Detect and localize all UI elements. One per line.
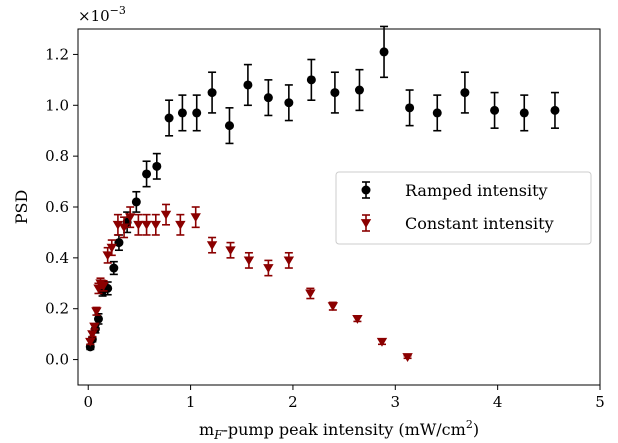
legend-item-constant: Constant intensity (360, 214, 554, 233)
data-point (118, 223, 130, 233)
data-point (164, 113, 174, 123)
y-tick-label: 0.8 (45, 147, 69, 165)
data-point (263, 93, 273, 103)
data-point (206, 241, 218, 251)
axis-ticks: 0 1 2 3 4 5 0.0 0.2 0.4 0.6 0.8 1.0 1.2 (45, 45, 605, 411)
data-point (160, 210, 172, 220)
data-point (112, 220, 124, 230)
legend-box (335, 171, 592, 245)
x-label-subscript: F (213, 428, 223, 442)
legend-marker-shape (360, 219, 372, 228)
data-point (141, 220, 152, 230)
data-point (175, 220, 186, 230)
data-point (93, 314, 103, 324)
data-point (354, 85, 364, 95)
y-axis-label: PSD (12, 190, 31, 225)
data-point (243, 256, 255, 266)
data-point (150, 220, 161, 230)
x-tick-label: 4 (493, 393, 503, 411)
y-tick-label: 1.0 (45, 96, 69, 114)
data-point (98, 281, 109, 291)
x-tick-label: 2 (288, 393, 298, 411)
y-tick-label: 0.0 (45, 351, 69, 369)
data-point (192, 108, 202, 118)
legend-label-ramped: Ramped intensity (405, 181, 548, 200)
legend-item-ramped: Ramped intensity (361, 181, 548, 200)
data-point (91, 307, 102, 317)
data-point (109, 263, 119, 273)
data-point (190, 213, 201, 223)
data-point (207, 88, 217, 98)
data-point (177, 108, 187, 118)
data-point (142, 169, 152, 179)
data-point (102, 251, 113, 261)
data-point (133, 220, 144, 230)
legend-marker-ramped (361, 181, 371, 199)
data-point (125, 213, 136, 223)
data-point (131, 197, 141, 207)
data-point (243, 80, 253, 90)
data-point (114, 238, 124, 248)
y-multiplier-base: ×10 (78, 7, 110, 25)
y-tick-label: 0.6 (45, 198, 69, 216)
legend-label-constant: Constant intensity (405, 214, 554, 233)
y-multiplier-exponent: −3 (110, 4, 126, 17)
data-point (85, 337, 96, 347)
data-point (224, 121, 234, 131)
data-point (432, 108, 442, 118)
y-tick-label: 1.2 (45, 45, 69, 63)
x-label-superscript: 2 (466, 418, 473, 431)
data-marks (85, 25, 560, 362)
data-point (405, 103, 415, 113)
y-tick-label: 0.4 (45, 249, 69, 267)
legend-marker-shape (361, 185, 371, 195)
legend-marker-constant (360, 214, 372, 232)
data-point (225, 246, 236, 256)
x-tick-label: 0 (83, 393, 93, 411)
data-point (352, 314, 363, 324)
y-multiplier-label: ×10−3 (78, 4, 126, 25)
data-point (284, 98, 294, 108)
data-point (330, 88, 340, 98)
x-axis-label: mF-pump peak intensity (mW/cm2) (199, 418, 479, 442)
data-point (327, 302, 339, 312)
data-point (402, 353, 413, 362)
data-point (519, 108, 529, 118)
data-point (283, 256, 295, 266)
x-label-middle: -pump peak intensity (mW/cm (222, 420, 465, 439)
x-label-base: m (199, 420, 214, 439)
data-point (376, 337, 388, 347)
legend: Ramped intensity Constant intensity (335, 171, 592, 245)
data-point (379, 47, 389, 57)
data-point (263, 264, 274, 273)
data-point (89, 322, 100, 332)
x-tick-label: 3 (391, 393, 401, 411)
data-point (460, 88, 470, 98)
data-point (87, 330, 98, 340)
data-point (106, 243, 117, 253)
x-label-end: ) (473, 420, 479, 439)
data-point (550, 105, 560, 115)
x-tick-label: 5 (595, 393, 605, 411)
data-point (152, 161, 162, 171)
y-tick-label: 0.2 (45, 300, 69, 318)
data-point (305, 289, 316, 299)
data-point (490, 105, 500, 115)
data-point (306, 75, 316, 85)
x-tick-label: 1 (186, 393, 196, 411)
series-1 (85, 203, 413, 362)
